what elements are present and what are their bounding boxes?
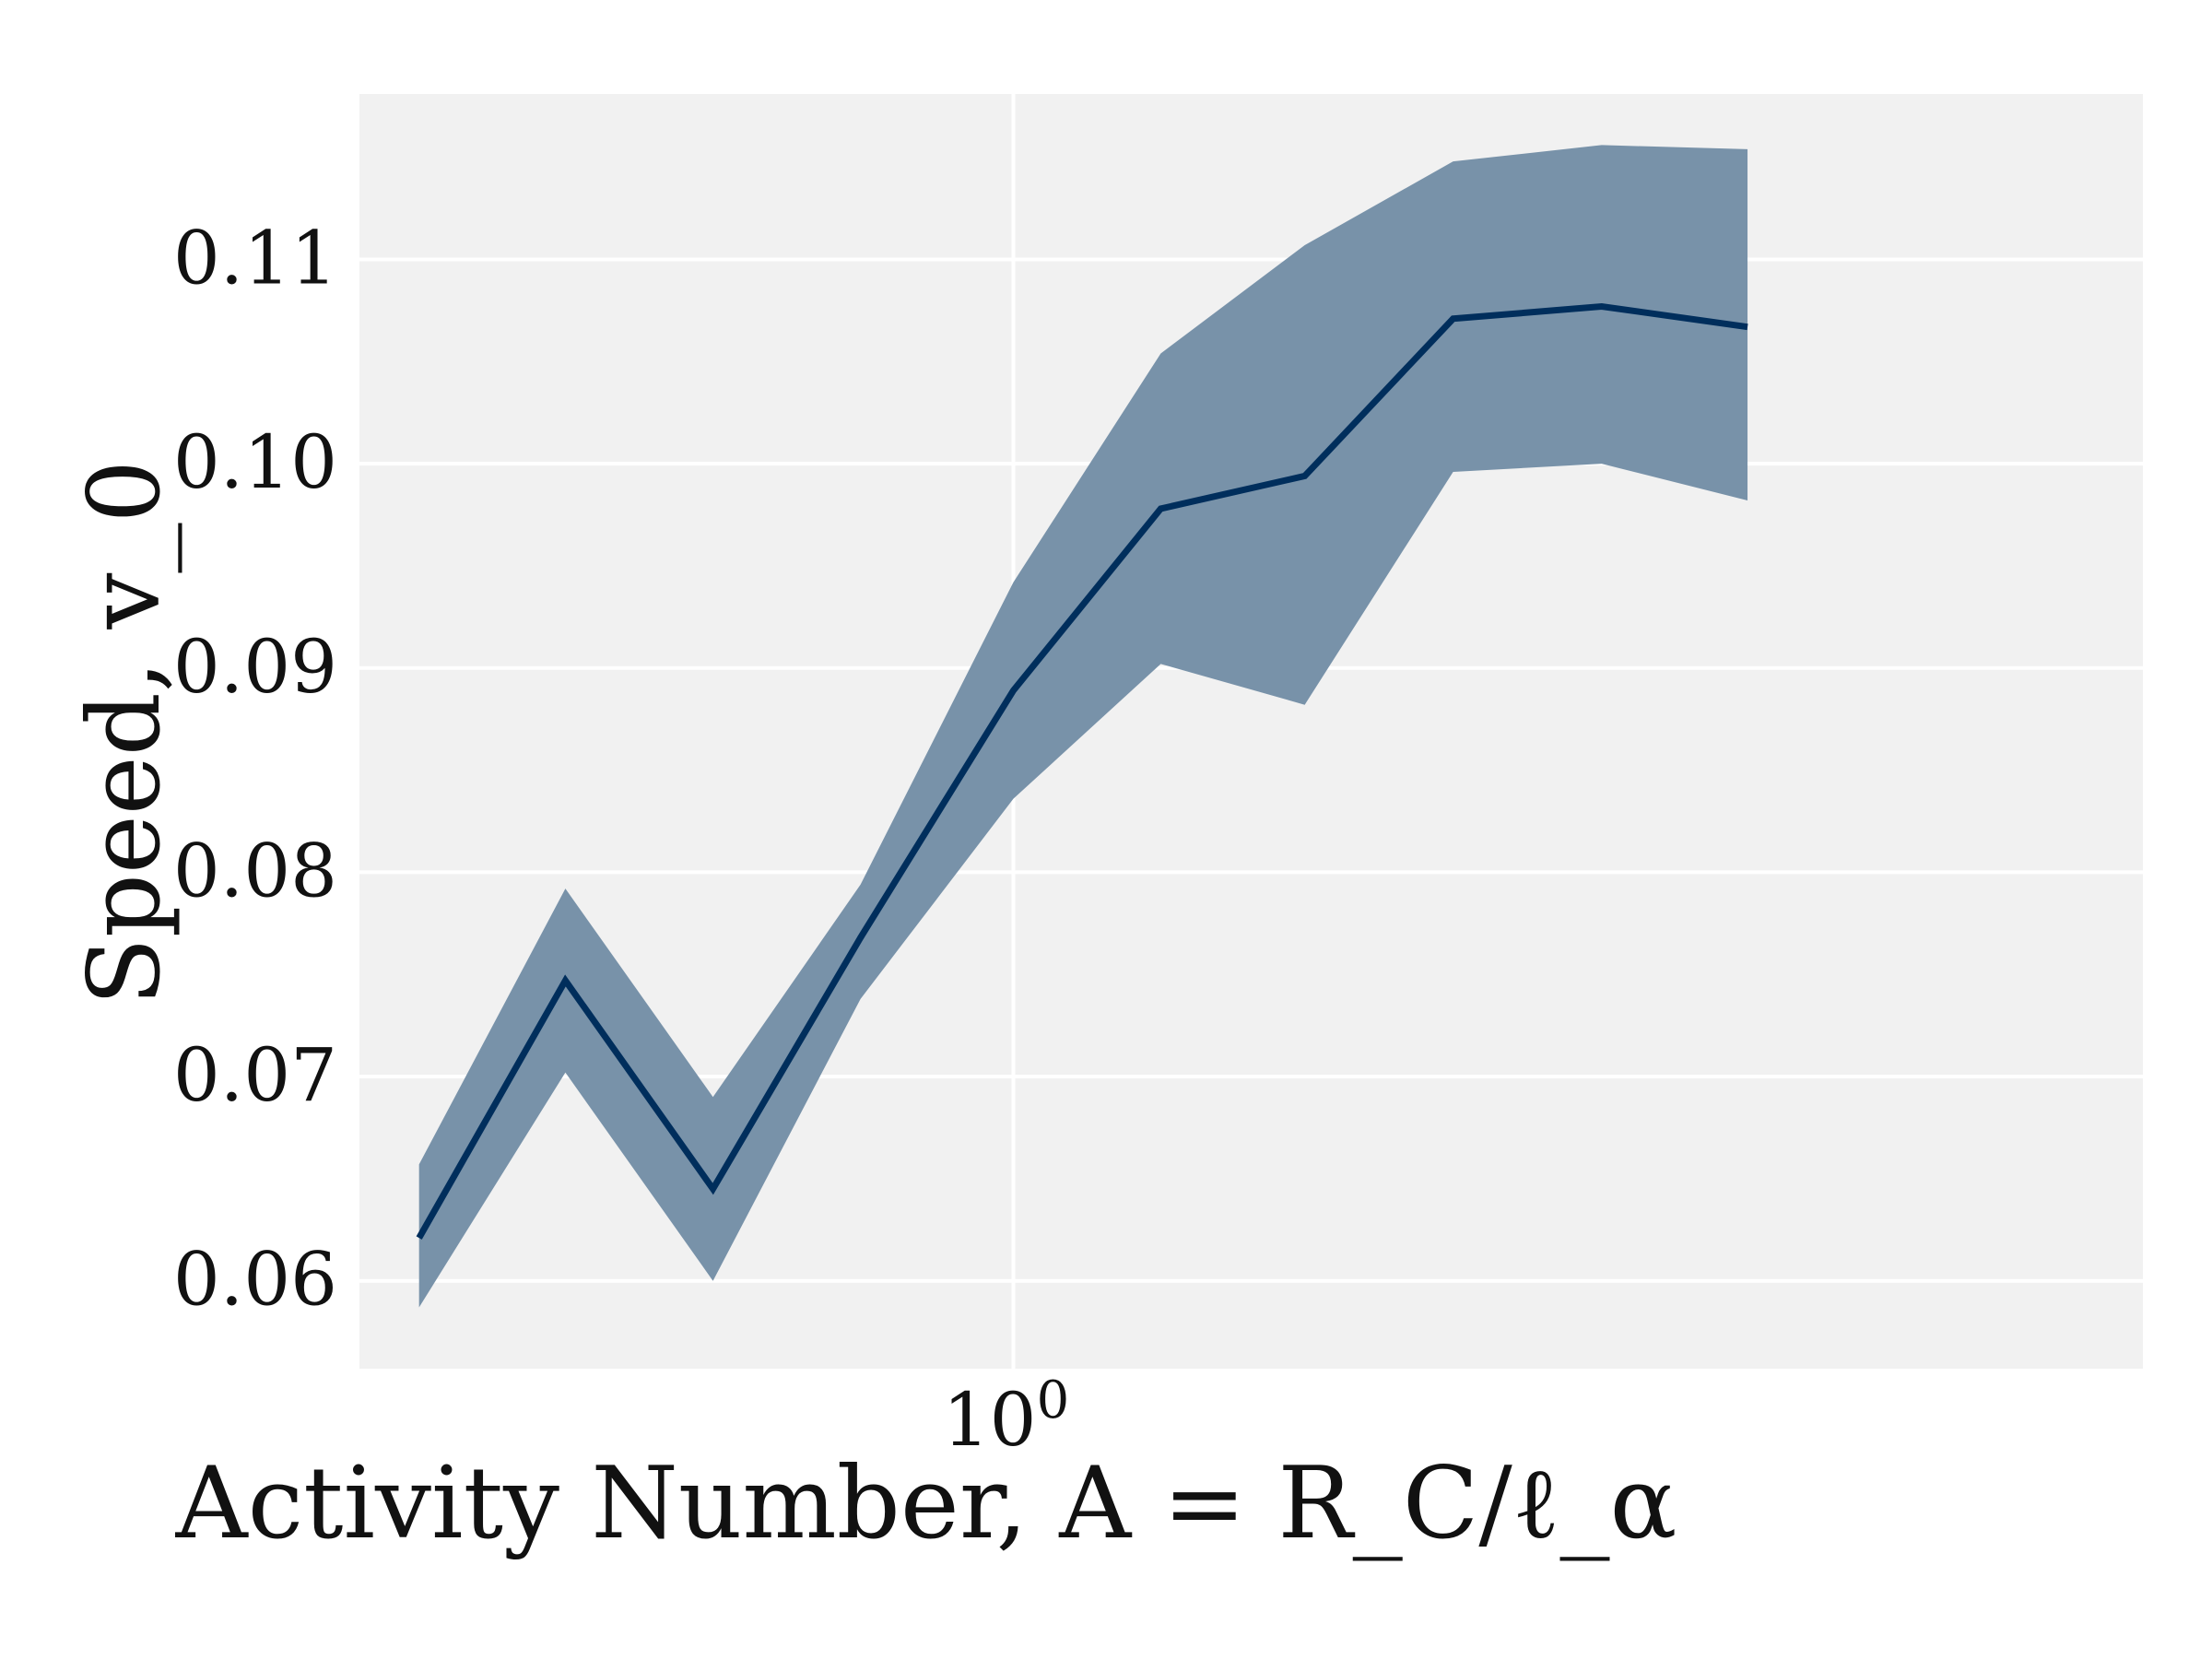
x-axis-label: Activity Number, A = R_C/ℓ_α bbox=[175, 1446, 1677, 1561]
y-tick-label: 0.11 bbox=[173, 216, 337, 301]
mean-line-layer bbox=[416, 302, 1748, 1240]
y-tick-label: 0.07 bbox=[173, 1032, 337, 1118]
y-tick-label: 0.06 bbox=[173, 1237, 337, 1323]
y-tick-labels: 0.06 0.07 0.08 0.09 0.10 0.11 bbox=[173, 216, 337, 1323]
mean-line bbox=[416, 302, 1748, 1240]
y-axis-label: Speed, v_0 bbox=[67, 460, 182, 1006]
confidence-band bbox=[418, 145, 1748, 1308]
plot-background bbox=[359, 94, 2143, 1369]
y-tick-label: 0.10 bbox=[173, 419, 337, 505]
y-tick-label: 0.09 bbox=[173, 624, 337, 710]
x-tick-label: 100 bbox=[943, 1371, 1069, 1463]
confidence-band-layer bbox=[418, 145, 1748, 1308]
y-tick-label: 0.08 bbox=[173, 828, 337, 913]
x-tick-labels: 100 bbox=[943, 1371, 1069, 1463]
